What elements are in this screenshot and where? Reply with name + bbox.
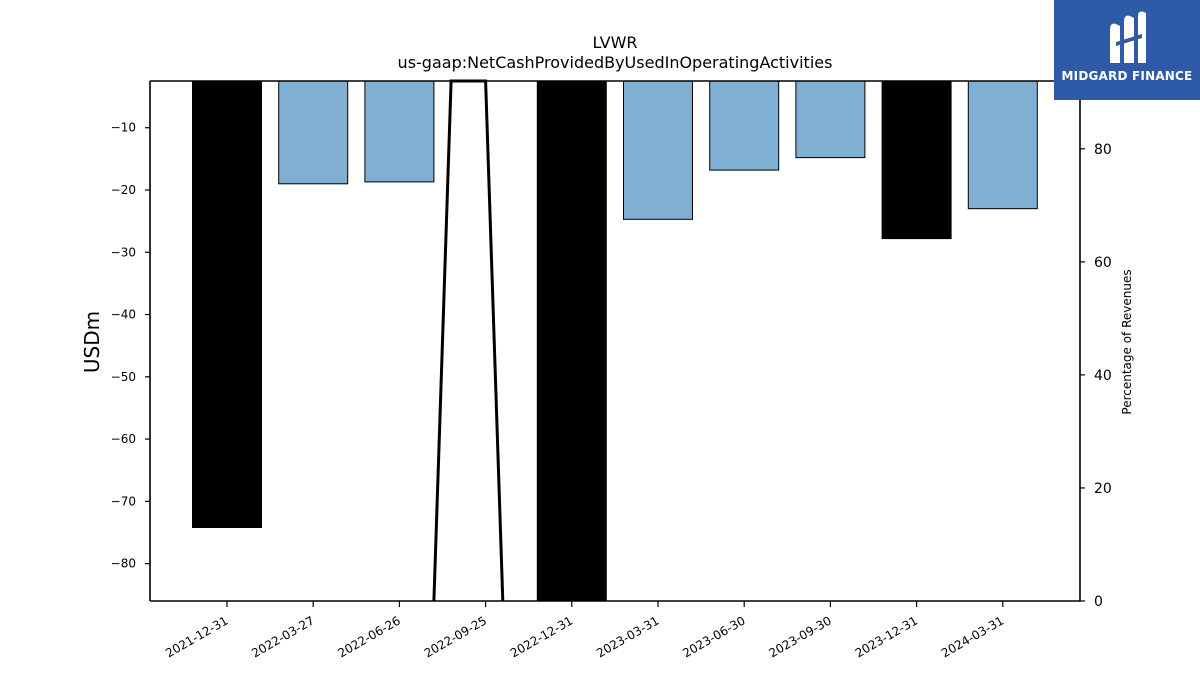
y-tick-label--20: −20 xyxy=(111,183,136,197)
chart-title: LVWR xyxy=(592,33,637,52)
y-axis-label: USDm xyxy=(80,311,104,373)
y2-axis-label: Percentage of Revenues xyxy=(1120,269,1134,414)
y-tick-label--40: −40 xyxy=(111,308,136,322)
percentage-line xyxy=(432,79,505,602)
y-tick-label--60: −60 xyxy=(111,432,136,446)
logo-text: MIDGARD FINANCE xyxy=(1061,69,1193,83)
x-tick-label-2021-12-31: 2021-12-31 xyxy=(163,613,230,660)
y-tick-label--30: −30 xyxy=(111,245,136,259)
x-tick-label-2022-09-25: 2022-09-25 xyxy=(422,613,489,660)
bars-group xyxy=(192,80,1038,602)
y2-tick-label-80: 80 xyxy=(1094,142,1112,158)
y2-tick-label-40: 40 xyxy=(1094,368,1112,384)
bar-2023-09-30 xyxy=(795,80,866,159)
bar-2022-06-26 xyxy=(364,80,435,183)
x-tick-label-2023-12-31: 2023-12-31 xyxy=(853,613,920,660)
bar-2024-03-31 xyxy=(967,80,1038,210)
y-tick-label--80: −80 xyxy=(111,557,136,571)
y-tick-label--70: −70 xyxy=(111,494,136,508)
x-tick-label-2022-06-26: 2022-06-26 xyxy=(335,613,402,660)
bar-2023-03-31 xyxy=(623,80,693,220)
x-tick-label-2022-12-31: 2022-12-31 xyxy=(508,613,575,660)
bar-2023-12-31 xyxy=(881,80,952,240)
x-tick-label-2024-03-31: 2024-03-31 xyxy=(939,613,1006,660)
y-tick-label--10: −10 xyxy=(111,121,136,135)
line-group xyxy=(432,79,505,602)
bar-2022-12-31 xyxy=(536,80,607,602)
y-tick-label--50: −50 xyxy=(111,370,136,384)
logo-mark-icon xyxy=(1110,11,1146,64)
y2-tick-label-20: 20 xyxy=(1094,481,1112,497)
y2-tick-label-0: 0 xyxy=(1094,594,1103,610)
x-tick-label-2023-09-30: 2023-09-30 xyxy=(766,613,833,660)
x-tick-label-2022-03-27: 2022-03-27 xyxy=(249,613,316,660)
x-tick-label-2023-06-30: 2023-06-30 xyxy=(680,613,747,660)
midgard-finance-logo: MIDGARD FINANCE xyxy=(1054,0,1200,100)
bar-2021-12-31 xyxy=(192,80,262,528)
x-tick-label-2023-03-31: 2023-03-31 xyxy=(594,613,661,660)
bar-2023-06-30 xyxy=(709,80,780,171)
chart-subtitle: us-gaap:NetCashProvidedByUsedInOperating… xyxy=(398,53,833,72)
bar-2022-03-27 xyxy=(278,80,349,185)
y2-tick-label-60: 60 xyxy=(1094,255,1112,271)
